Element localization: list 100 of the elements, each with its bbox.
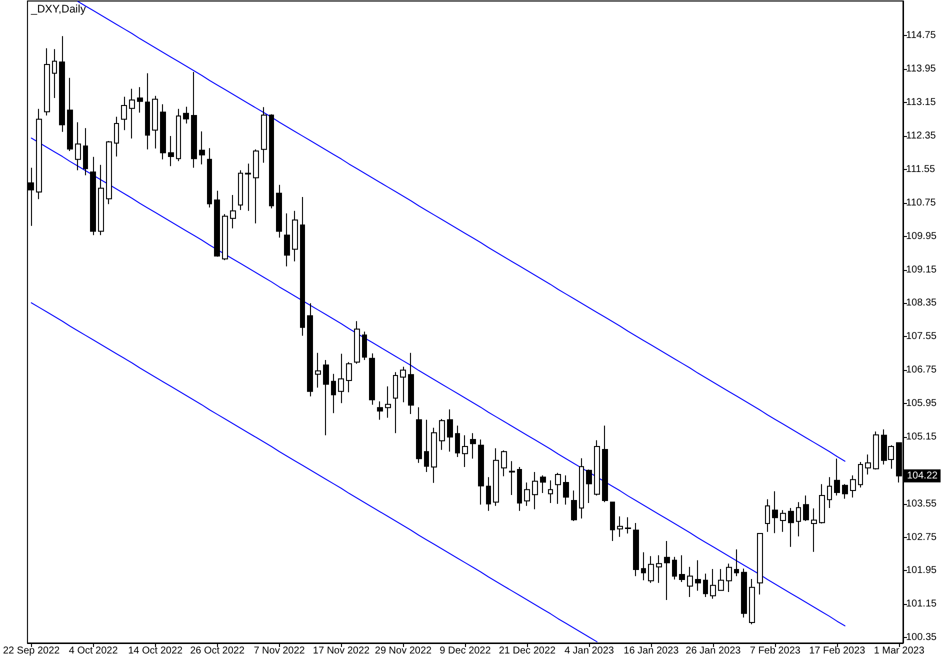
candlestick — [687, 566, 693, 598]
candlestick — [114, 116, 119, 157]
line-series — [30, 302, 598, 642]
candlestick — [400, 366, 406, 403]
candlestick — [594, 440, 600, 496]
candlestick — [586, 469, 592, 504]
candlestick — [470, 432, 476, 460]
y-tick-label: 109.15 — [906, 264, 938, 276]
candlestick — [315, 352, 321, 388]
x-tick-label: 9 Dec 2022 — [440, 646, 492, 656]
candlestick — [772, 490, 778, 534]
y-tick-label: 113.15 — [906, 97, 936, 108]
candlestick — [377, 400, 383, 420]
candlestick — [710, 568, 716, 600]
candlestick — [439, 418, 445, 450]
candlestick — [253, 148, 259, 224]
candlestick — [338, 353, 344, 404]
y-tick-label: 108.35 — [906, 298, 938, 309]
candlestick — [160, 104, 166, 160]
candlestick — [501, 450, 507, 477]
y-tick-label: 102.75 — [906, 532, 938, 543]
x-tick-label: 16 Jan 2023 — [624, 646, 680, 656]
y-tick-label: 105.95 — [906, 398, 938, 410]
candlestick — [36, 108, 42, 200]
candlestick — [90, 156, 96, 236]
y-tick-label: 101.95 — [906, 565, 938, 576]
x-tick-label: 17 Feb 2023 — [809, 646, 866, 656]
candlestick — [780, 510, 786, 532]
candlestick — [486, 476, 491, 512]
candlestick — [625, 516, 631, 534]
candlestick — [811, 508, 817, 552]
candlestick — [850, 474, 856, 498]
y-tick-label: 114.75 — [906, 30, 936, 42]
candlestick — [346, 362, 352, 393]
candlestick — [834, 458, 840, 496]
y-tick-label: 105.15 — [906, 431, 938, 442]
x-tick-label: 4 Jan 2023 — [564, 646, 614, 656]
candlestick — [726, 563, 732, 593]
candlestick — [98, 164, 104, 236]
candlestick — [540, 474, 546, 494]
annotation: 104.22 — [907, 470, 938, 482]
candlestick — [214, 190, 220, 258]
candlestick — [509, 460, 515, 496]
candlestick — [695, 560, 701, 592]
candlestick — [718, 568, 724, 592]
candlestick — [765, 498, 770, 532]
x-tick-label: 17 Nov 2022 — [312, 646, 370, 656]
candlestick — [129, 88, 135, 140]
candlestick — [137, 86, 143, 114]
candlestick — [424, 419, 429, 473]
y-tick-label: 101.15 — [906, 598, 938, 610]
x-tick-label: 29 Nov 2022 — [374, 646, 432, 656]
candlestick — [873, 431, 879, 470]
candlestick — [331, 373, 336, 414]
candlestick — [865, 454, 871, 476]
candlestick — [656, 554, 662, 584]
candlestick — [571, 490, 577, 522]
candlestick — [672, 556, 677, 580]
candlestick — [633, 522, 639, 577]
candlestick — [300, 196, 305, 336]
candlestick — [75, 122, 81, 171]
y-tick-label: 111.55 — [906, 164, 936, 175]
y-tick-label: 109.95 — [906, 230, 938, 242]
candlestick — [191, 72, 197, 168]
x-tick-label: 4 Oct 2022 — [68, 646, 118, 656]
candlestick — [517, 466, 522, 512]
candlestick — [602, 425, 608, 503]
candlestick — [168, 136, 174, 167]
candlestick — [207, 148, 212, 208]
candlestick — [703, 573, 708, 598]
candlestick — [67, 77, 73, 152]
candlestick — [462, 434, 468, 468]
candlestick — [579, 458, 584, 519]
candlestick — [555, 472, 561, 504]
x-tick-label: 26 Jan 2023 — [686, 646, 742, 656]
candlestick — [447, 408, 453, 452]
y-tick-label: 110.75 — [906, 197, 936, 208]
y-tick-label: 106.75 — [906, 364, 938, 376]
candlestick — [796, 502, 801, 537]
y-tick-label: 107.55 — [906, 331, 938, 342]
candlestick — [532, 472, 538, 510]
candlestick — [648, 556, 654, 584]
candlestick — [617, 516, 623, 538]
candlestick — [230, 194, 236, 229]
candlestick — [819, 484, 825, 524]
candlestick — [455, 425, 460, 458]
candlestick — [44, 48, 50, 116]
candlestick — [369, 352, 375, 406]
x-tick-label: 14 Oct 2022 — [128, 646, 183, 656]
candlestick — [261, 106, 267, 164]
candlestick — [276, 184, 282, 238]
candlestick — [323, 360, 329, 436]
candlestick — [548, 480, 553, 504]
candlestick — [176, 108, 181, 162]
x-tick-label: 22 Sep 2022 — [2, 646, 60, 656]
candlestick — [292, 210, 298, 262]
candlestick — [83, 128, 88, 176]
candlestick — [749, 578, 755, 625]
candlestick — [269, 114, 274, 209]
candlestick — [222, 214, 228, 261]
